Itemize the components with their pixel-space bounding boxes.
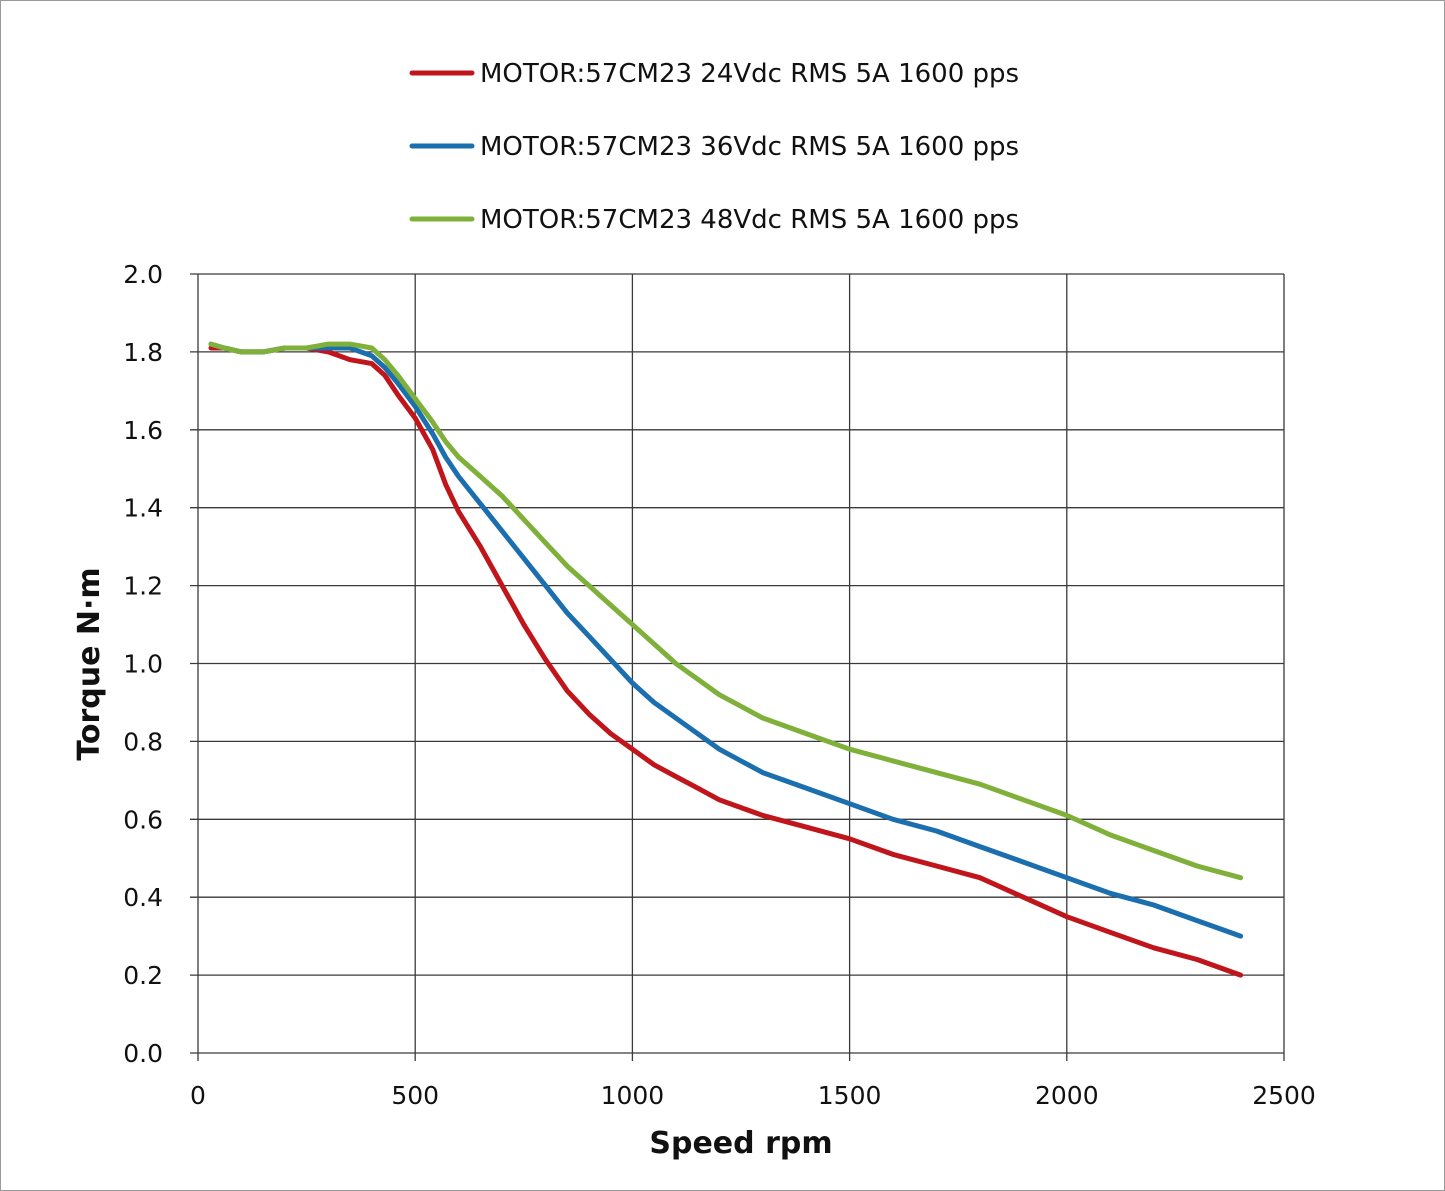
- legend-label: MOTOR:57CM23 48Vdc RMS 5A 1600 pps: [480, 205, 1019, 235]
- legend-entry-1: MOTOR:57CM23 24Vdc RMS 5A 1600 pps: [409, 59, 1019, 89]
- y-tick-label: 1.4: [123, 494, 163, 523]
- x-axis-title: Speed rpm: [649, 1126, 832, 1161]
- legend-entry-3: MOTOR:57CM23 48Vdc RMS 5A 1600 pps: [409, 205, 1019, 235]
- x-tick-label: 500: [391, 1081, 439, 1110]
- y-tick-label: 1.8: [123, 338, 163, 367]
- legend-label: MOTOR:57CM23 36Vdc RMS 5A 1600 pps: [480, 132, 1019, 162]
- series-line-1: [208, 345, 1244, 978]
- y-tick-labels: 0.0 0.2 0.4 0.6 0.8 1.0 1.2 1.4 1.6 1.8 2.0: [123, 260, 163, 1068]
- x-tick-label: 0: [190, 1081, 206, 1110]
- y-tick-label: 0.2: [123, 961, 163, 990]
- y-tick-label: 0.8: [123, 727, 163, 756]
- y-tick-label: 1.0: [123, 650, 163, 679]
- y-tick-label: 0.4: [123, 883, 163, 912]
- x-tick-label: 2000: [1035, 1081, 1099, 1110]
- legend-entry-2: MOTOR:57CM23 36Vdc RMS 5A 1600 pps: [409, 132, 1019, 162]
- legend-label: MOTOR:57CM23 24Vdc RMS 5A 1600 pps: [480, 59, 1019, 89]
- y-tick-label: 2.0: [123, 260, 163, 289]
- series-lines: [208, 341, 1244, 978]
- x-tick-label: 1500: [818, 1081, 882, 1110]
- x-tick-labels: 0 500 1000 1500 2000 2500: [190, 1081, 1316, 1110]
- y-axis-title: Torque N·m: [72, 567, 107, 760]
- x-tick-label: 2500: [1252, 1081, 1316, 1110]
- series-line-3: [208, 341, 1244, 881]
- y-tick-label: 0.0: [123, 1039, 163, 1068]
- y-tick-label: 0.6: [123, 805, 163, 834]
- y-tick-label: 1.2: [123, 572, 163, 601]
- series-line-2: [208, 341, 1244, 939]
- y-tick-label: 1.6: [123, 416, 163, 445]
- grid: [190, 273, 1285, 1061]
- legend: MOTOR:57CM23 24Vdc RMS 5A 1600 pps MOTOR:…: [409, 59, 1019, 235]
- x-tick-label: 1000: [601, 1081, 665, 1110]
